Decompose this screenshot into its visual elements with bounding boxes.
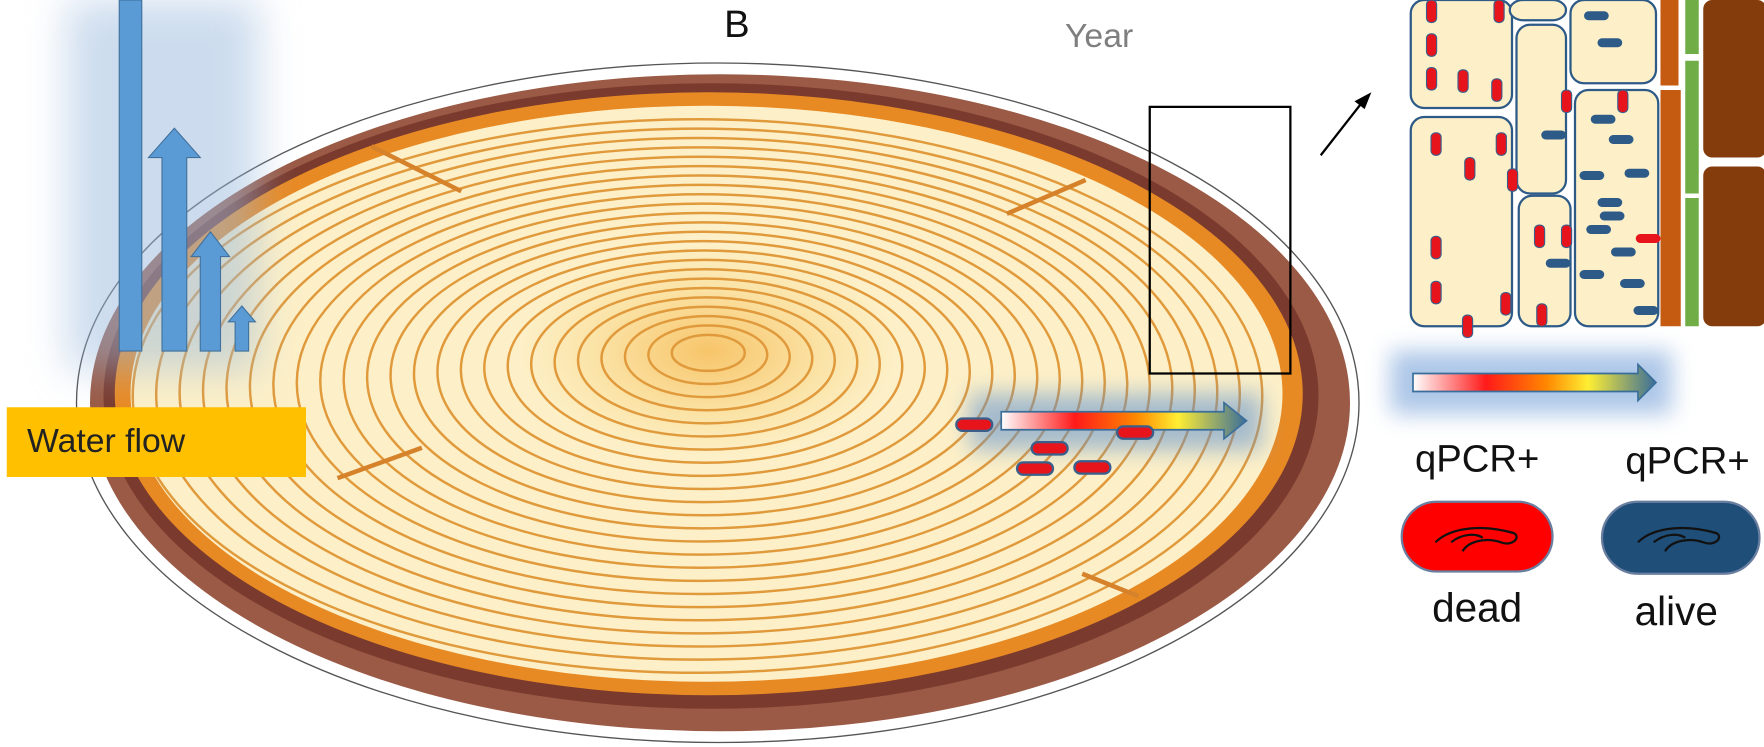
alive-bacterium xyxy=(1546,259,1571,268)
cell-panel xyxy=(1411,0,1764,338)
dead-bacterium xyxy=(1636,234,1661,243)
dead-bacterium xyxy=(1458,70,1468,93)
zoom-pointer xyxy=(1321,92,1372,155)
alive-bacterium xyxy=(1625,169,1650,178)
dead-bacterium xyxy=(1427,0,1437,23)
alive-bacterium xyxy=(1600,212,1625,221)
dead-bacterium xyxy=(1618,90,1628,113)
dead-bacterium xyxy=(1496,133,1506,156)
dead-bacterium xyxy=(1463,315,1473,338)
alive-bacterium xyxy=(1598,38,1623,47)
dead-bacterium xyxy=(1562,90,1572,113)
dead-bacterium xyxy=(1492,79,1502,102)
dead-bacterium xyxy=(1427,34,1437,57)
dead-bacterium xyxy=(1431,281,1441,304)
core xyxy=(518,244,901,458)
legend-status: alive xyxy=(1635,588,1718,634)
dead-bacterium xyxy=(1465,158,1475,181)
dead-bacterium xyxy=(1508,169,1518,192)
dead-bacterium xyxy=(1494,0,1504,23)
alive-bacterium xyxy=(1580,270,1605,279)
legend-label: qPCR+ xyxy=(1415,437,1539,480)
diagram: Water flow B Year qPCR+ qPCR+ xyxy=(0,0,1764,747)
dead-bacterium xyxy=(1431,236,1441,259)
alive-bacterium xyxy=(1634,306,1659,315)
panel-label: B xyxy=(724,3,750,46)
page: {"panel_label": "B", "year_label": "Year… xyxy=(0,0,1764,747)
cell xyxy=(1575,90,1658,326)
alive-bacterium xyxy=(1591,115,1616,124)
water-flow-label: Water flow xyxy=(27,422,186,460)
alive-bacterium-icon xyxy=(1602,502,1760,574)
alive-bacterium xyxy=(1611,248,1636,257)
dead-bacterium xyxy=(1501,293,1511,316)
alive-bacterium xyxy=(1580,171,1605,180)
dead-bacterium xyxy=(1431,133,1441,156)
dead-bacterium xyxy=(1535,225,1545,248)
alive-bacterium xyxy=(1609,135,1634,144)
dead-bacterium xyxy=(1562,225,1572,248)
dead-bacterium-icon xyxy=(1402,502,1553,572)
alive-bacterium xyxy=(1541,131,1566,140)
alive-bacterium xyxy=(1586,225,1611,234)
alive-bacterium xyxy=(1620,279,1645,288)
alive-bacterium xyxy=(1598,198,1623,207)
legend-status: dead xyxy=(1432,585,1522,631)
dead-bacterium xyxy=(1427,68,1437,91)
legend-label: qPCR+ xyxy=(1625,440,1749,483)
cell xyxy=(1517,25,1567,194)
cell xyxy=(1510,0,1566,20)
dead-bacterium xyxy=(1537,304,1547,327)
year-label: Year xyxy=(1065,17,1133,55)
legend-arrow xyxy=(1391,351,1672,414)
water-flow-arrows xyxy=(68,0,259,371)
alive-bacterium xyxy=(1584,11,1609,20)
